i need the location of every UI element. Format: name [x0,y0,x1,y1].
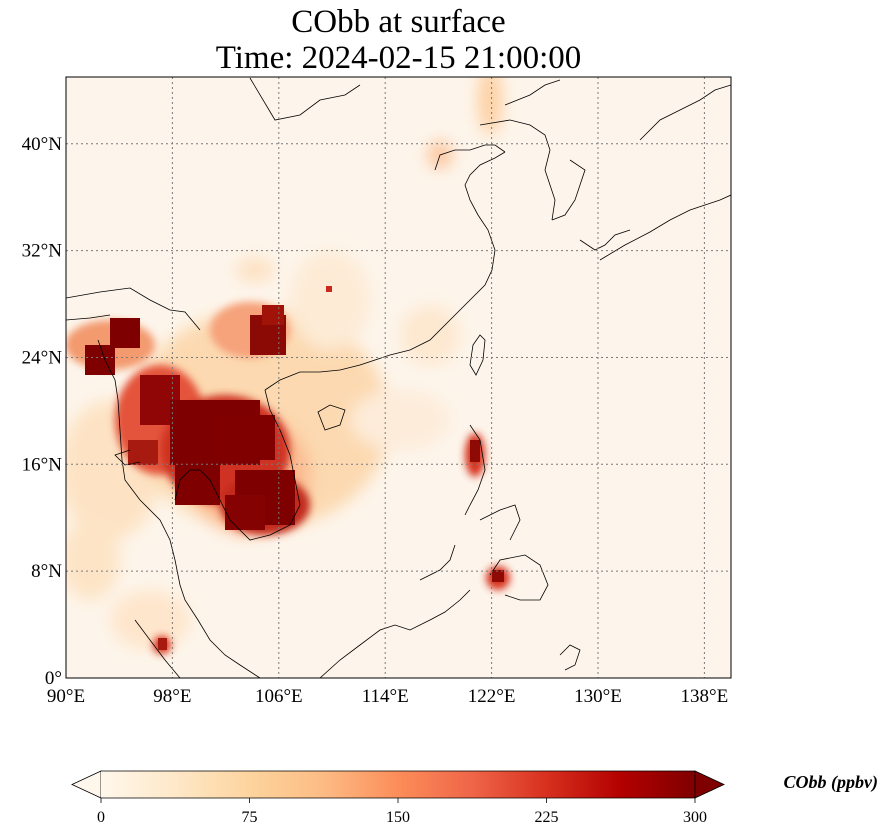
plot-title-line-2: Time: 2024-02-15 21:00:00 [215,40,582,76]
colorbar: 0 75 150 225 300 CObb (ppbv) [71,770,878,826]
y-tick-label: 24°N [22,347,63,368]
colorbar-tick-label: 0 [97,809,105,826]
colorbar-tick-label: 225 [535,809,559,826]
colorbar-tick-label: 75 [242,809,258,826]
x-tick-label: 98°E [153,686,191,707]
x-tick-label: 122°E [468,686,516,707]
x-tick-label: 114°E [362,686,409,707]
colorbar-tick-label: 150 [386,809,410,826]
colorbar-gradient [101,771,695,798]
coastlines [66,77,731,678]
y-axis-ticks: 0° 8°N 16°N 24°N 32°N 40°N [22,134,63,689]
y-tick-label: 16°N [22,454,63,475]
x-tick-label: 138°E [681,686,729,707]
gridlines [66,77,731,678]
colorbar-label: CObb (ppbv) [784,772,878,793]
y-tick-label: 40°N [22,134,63,155]
y-tick-label: 8°N [31,561,62,582]
map-content [66,77,731,678]
colorbar-tick-label: 300 [683,809,707,826]
x-tick-label: 90°E [47,686,85,707]
colorbar-ticks: 0 75 150 225 300 [97,798,707,826]
plot-title-line-1: CObb at surface [291,4,506,40]
x-axis-ticks: 90°E 98°E 106°E 114°E 122°E 130°E 138°E [47,686,728,707]
y-tick-label: 0° [45,668,62,689]
map-frame [65,76,732,679]
x-tick-label: 106°E [255,686,303,707]
y-tick-label: 32°N [22,241,63,262]
x-tick-label: 130°E [574,686,622,707]
colorbar-under-arrow [71,770,102,799]
colorbar-over-arrow [694,770,725,799]
